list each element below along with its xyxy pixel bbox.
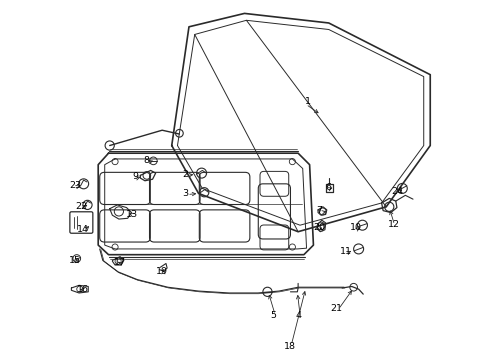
Text: 13: 13 xyxy=(125,210,137,219)
Text: 11: 11 xyxy=(339,247,351,256)
Text: 1: 1 xyxy=(304,97,310,106)
Text: 20: 20 xyxy=(312,223,325,232)
Text: 19: 19 xyxy=(156,267,168,276)
Text: 3: 3 xyxy=(182,189,188,198)
Text: 12: 12 xyxy=(387,220,399,229)
Text: 10: 10 xyxy=(349,223,361,232)
Text: 23: 23 xyxy=(69,181,81,190)
Text: 15: 15 xyxy=(69,256,81,265)
Text: 4: 4 xyxy=(295,311,301,320)
Text: 17: 17 xyxy=(114,258,126,267)
Text: 9: 9 xyxy=(132,172,138,181)
Text: 22: 22 xyxy=(76,202,87,211)
Text: 18: 18 xyxy=(283,342,295,351)
Text: 21: 21 xyxy=(330,304,342,313)
Text: 16: 16 xyxy=(77,285,89,294)
Text: 2: 2 xyxy=(182,170,188,179)
Text: 6: 6 xyxy=(325,183,331,192)
Text: 8: 8 xyxy=(143,156,149,165)
Text: 5: 5 xyxy=(270,311,276,320)
Text: 7: 7 xyxy=(316,206,322,215)
Text: 14: 14 xyxy=(77,225,89,234)
Text: 24: 24 xyxy=(391,187,403,196)
